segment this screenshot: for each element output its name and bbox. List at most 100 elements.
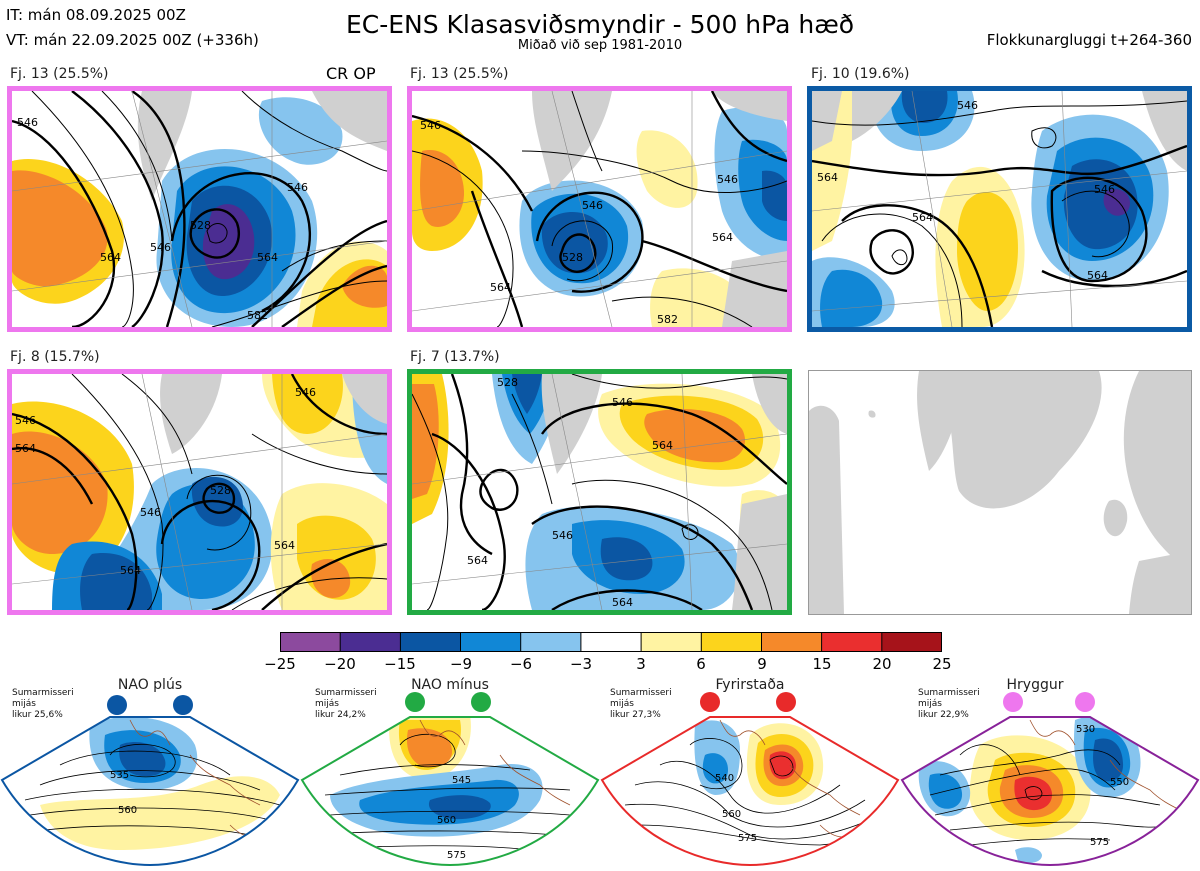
regime-label: mijás xyxy=(315,699,339,709)
regime-contour-label: 575 xyxy=(1090,837,1109,848)
regime-season: Sumarmisseri xyxy=(918,688,980,698)
regime-dot xyxy=(1075,692,1095,712)
colorbar-segment xyxy=(701,632,762,652)
cluster-1-label: Fj. 13 (25.5%) xyxy=(10,66,109,82)
cluster-5-contour-label: 564 xyxy=(652,439,673,452)
colorbar-tick: 15 xyxy=(812,655,832,673)
regime-contour-label: 530 xyxy=(1076,724,1095,735)
cluster-1-extra: CR OP xyxy=(326,64,376,83)
regime-blocking: Fyrirstaða Sumarmisseri mijás likur 27,3… xyxy=(600,675,900,871)
regime-nao-plus: NAO plús Sumarmisseri mijás likur 25,6% xyxy=(0,675,300,871)
cluster-4-contour-label: 546 xyxy=(15,414,36,427)
regime-dot xyxy=(405,692,425,712)
colorbar-tick: 20 xyxy=(872,655,892,673)
cluster-4-contour-label: 564 xyxy=(15,442,36,455)
regime-title: Hryggur xyxy=(1006,677,1064,693)
colorbar-segment xyxy=(460,632,521,652)
regime-nao-minus: NAO mínus Sumarmisseri mijás likur 24,2% xyxy=(300,675,600,871)
cluster-1-contour-label: 528 xyxy=(190,219,211,232)
regime-title: NAO plús xyxy=(117,677,183,693)
cluster-4-contour-label: 528 xyxy=(210,484,231,497)
valid-time: VT: mán 22.09.2025 00Z (+336h) xyxy=(6,31,259,49)
colorbar-segment xyxy=(821,632,882,652)
regime-probability: likur 24,2% xyxy=(315,710,366,720)
regime-contour-label: 575 xyxy=(738,833,757,844)
regime-season: Sumarmisseri xyxy=(610,688,672,698)
regime-dot xyxy=(173,695,193,715)
regime-season: Sumarmisseri xyxy=(315,688,377,698)
regime-title: Fyrirstaða xyxy=(715,677,785,693)
cluster-3-contour-label: 564 xyxy=(1087,269,1108,282)
regime-ridge: Hryggur Sumarmisseri mijás likur 22,9% xyxy=(900,675,1200,871)
initial-time: IT: mán 08.09.2025 00Z xyxy=(6,6,186,24)
cluster-2-contour-label: 564 xyxy=(712,231,733,244)
cluster-4-contour-label: 564 xyxy=(120,564,141,577)
regime-label: mijás xyxy=(610,699,634,709)
cluster-5-map: 528 546 564 546 564 564 xyxy=(407,369,792,615)
colorbar-segment xyxy=(881,632,942,652)
regime-contour-label: 540 xyxy=(715,773,734,784)
cluster-2-contour-label: 546 xyxy=(717,173,738,186)
colorbar-tick: −15 xyxy=(384,655,416,673)
cluster-3-contour-label: 546 xyxy=(957,99,978,112)
regime-label: mijás xyxy=(12,699,36,709)
colorbar-tick: −20 xyxy=(324,655,356,673)
cluster-2-contour-label: 582 xyxy=(657,313,678,326)
regime-contour-label: 535 xyxy=(110,770,129,781)
page-title: EC-ENS Klasasviðsmyndir - 500 hPa hæð xyxy=(345,10,855,39)
colorbar-segment xyxy=(340,632,401,652)
colorbar-tick: −9 xyxy=(449,655,473,673)
colorbar-tick: 3 xyxy=(636,655,646,673)
climatology-subtitle: Miðað við sep 1981-2010 xyxy=(517,38,683,53)
cluster-4-label: Fj. 8 (15.7%) xyxy=(10,349,100,365)
regime-contour-label: 545 xyxy=(452,775,471,786)
cluster-5-contour-label: 546 xyxy=(612,396,633,409)
cluster-2-map: 546 528 546 564 564 546 582 xyxy=(407,86,792,332)
colorbar-tick: 6 xyxy=(696,655,706,673)
cluster-2-label: Fj. 13 (25.5%) xyxy=(410,66,509,82)
colorbar-segment xyxy=(400,632,461,652)
cluster-1-contour-label: 564 xyxy=(100,251,121,264)
cluster-4-contour-label: 564 xyxy=(274,539,295,552)
cluster-2-contour-label: 564 xyxy=(490,281,511,294)
cluster-5-contour-label: 564 xyxy=(467,554,488,567)
cluster-1-contour-label: 564 xyxy=(257,251,278,264)
regime-contour-label: 560 xyxy=(437,815,456,826)
regime-contour-label: 560 xyxy=(118,805,137,816)
colorbar-segment xyxy=(641,632,702,652)
regime-dot xyxy=(700,692,720,712)
cluster-2-contour-label: 528 xyxy=(562,251,583,264)
cluster-5-contour-label: 546 xyxy=(552,529,573,542)
colorbar-tick: −6 xyxy=(509,655,533,673)
regime-contour-label: 560 xyxy=(722,809,741,820)
colorbar-segment xyxy=(580,632,642,652)
regime-dot xyxy=(471,692,491,712)
regime-dot xyxy=(776,692,796,712)
cluster-1-map: 546 528 546 564 582 564 546 xyxy=(7,86,392,332)
cluster-5-contour-label: 528 xyxy=(497,376,518,389)
regime-dot xyxy=(107,695,127,715)
cluster-1-contour-label: 546 xyxy=(287,181,308,194)
regime-title: NAO mínus xyxy=(411,677,489,693)
base-map xyxy=(808,370,1192,615)
cluster-4-contour-label: 546 xyxy=(295,386,316,399)
cluster-3-contour-label: 564 xyxy=(912,211,933,224)
cluster-4-contour-label: 546 xyxy=(140,506,161,519)
colorbar-tick: 9 xyxy=(757,655,767,673)
cluster-3-map: 546 564 564 546 564 xyxy=(807,86,1192,332)
cluster-3-contour-label: 564 xyxy=(817,171,838,184)
regime-probability: likur 25,6% xyxy=(12,710,63,720)
colorbar-tick: 25 xyxy=(932,655,952,673)
regime-probability: likur 22,9% xyxy=(918,710,969,720)
regime-contour-label: 575 xyxy=(447,850,466,861)
regime-probability: likur 27,3% xyxy=(610,710,661,720)
cluster-5-contour-label: 564 xyxy=(612,596,633,609)
cluster-3-label: Fj. 10 (19.6%) xyxy=(811,66,910,82)
regime-dot xyxy=(1003,692,1023,712)
cluster-window: Flokkunargluggi t+264-360 xyxy=(986,31,1192,49)
regime-season: Sumarmisseri xyxy=(12,688,74,698)
cluster-1-contour-label: 546 xyxy=(150,241,171,254)
colorbar-segment xyxy=(280,632,341,652)
regime-contour-label: 550 xyxy=(1110,777,1129,788)
colorbar-tick: −3 xyxy=(569,655,593,673)
